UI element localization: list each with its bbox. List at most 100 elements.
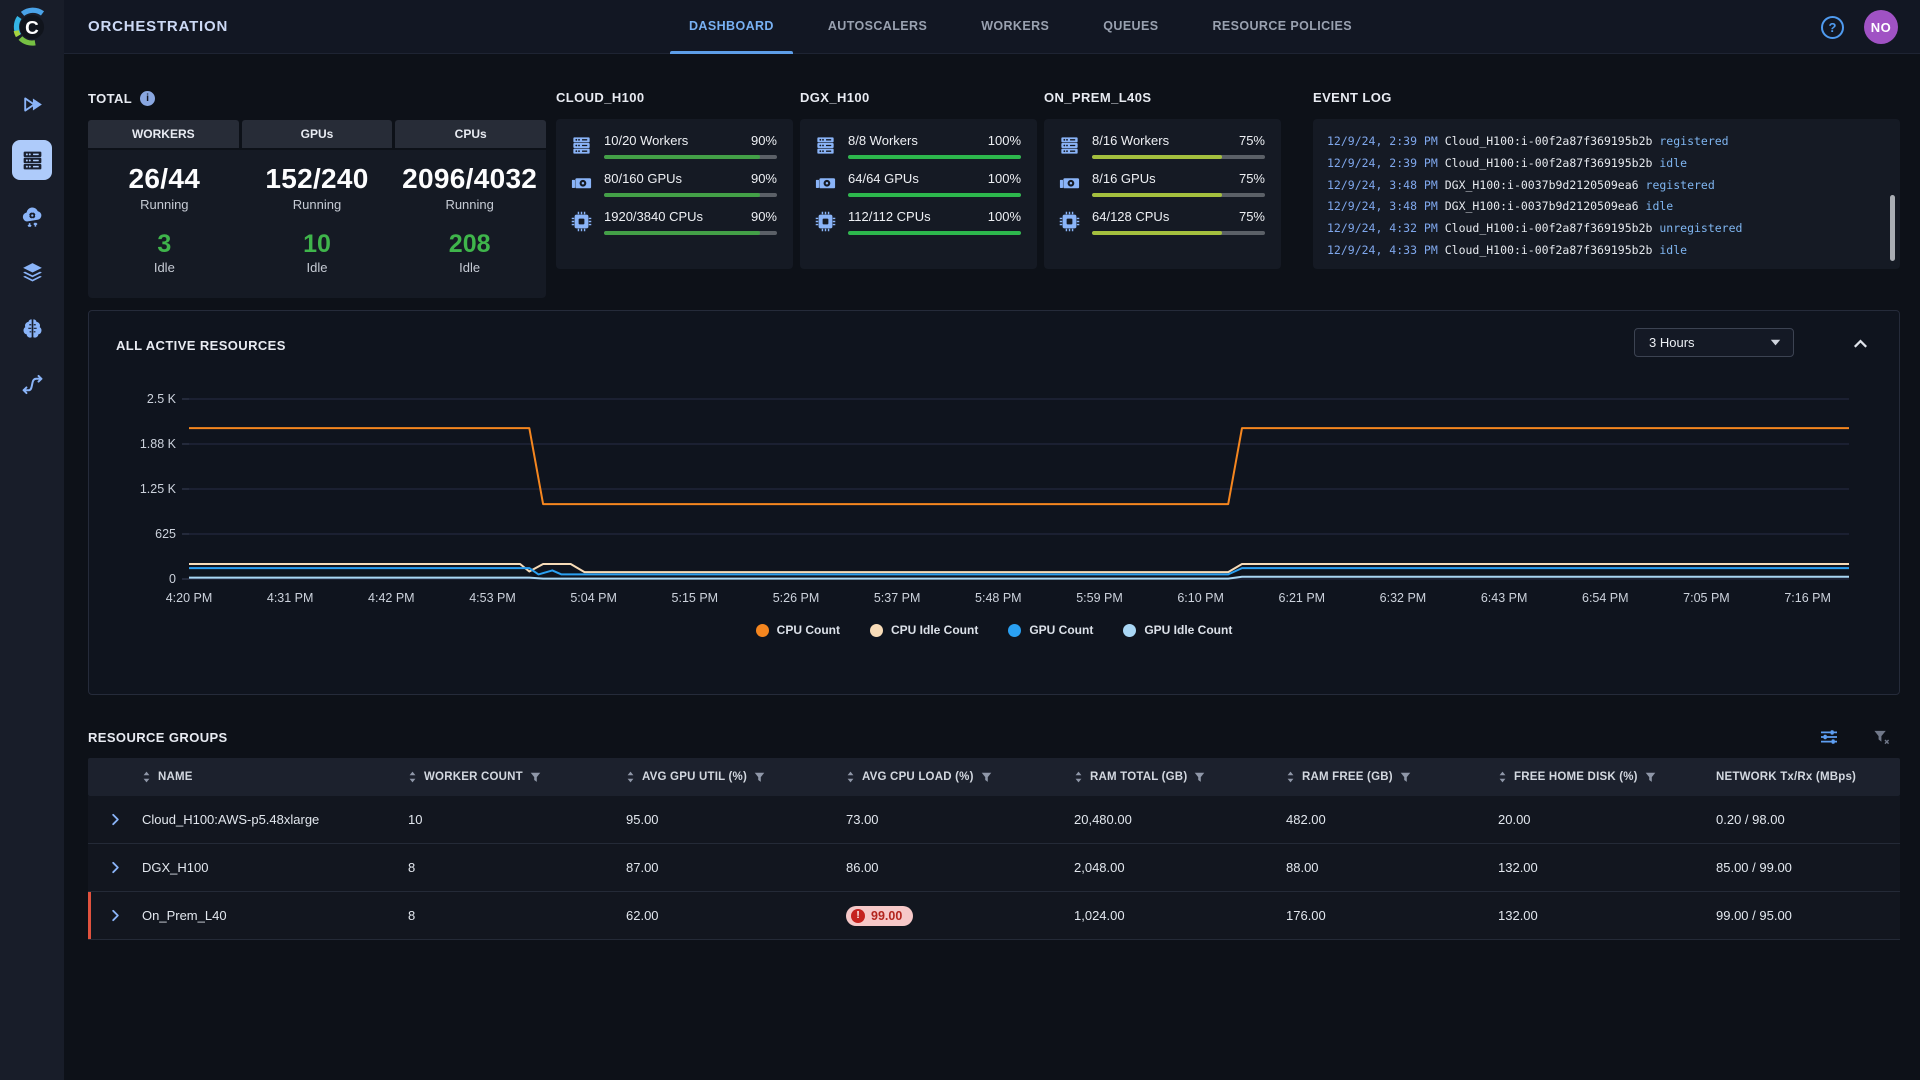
cell-ram-total: 2,048.00 bbox=[1074, 860, 1125, 875]
cell-name: DGX_H100 bbox=[142, 860, 209, 875]
column-header-free-home-disk[interactable]: FREE HOME DISK (%) bbox=[1488, 771, 1706, 783]
brain-icon bbox=[20, 316, 45, 341]
total-tab-cpus[interactable]: CPUs bbox=[395, 120, 546, 148]
x-axis-label: 5:37 PM bbox=[874, 591, 921, 605]
column-header-name[interactable]: NAME bbox=[132, 771, 398, 783]
sidebar-item-server-rack[interactable] bbox=[12, 140, 52, 180]
cell-avg-cpu-load: 86.00 bbox=[846, 860, 879, 875]
log-status: registered bbox=[1659, 134, 1729, 148]
tab-workers[interactable]: WORKERS bbox=[981, 19, 1050, 33]
cpu-icon bbox=[814, 210, 837, 233]
expand-row-button[interactable] bbox=[88, 908, 132, 923]
usage-progress-bar bbox=[1092, 231, 1265, 235]
legend-label: GPU Idle Count bbox=[1144, 623, 1233, 637]
server-rack-icon bbox=[814, 134, 837, 157]
usage-progress-bar bbox=[604, 193, 777, 197]
column-header-avg-cpu-load[interactable]: AVG CPU LOAD (%) bbox=[836, 771, 1064, 783]
sidebar-item-layers[interactable] bbox=[12, 252, 52, 292]
server-rack-icon bbox=[1058, 134, 1081, 157]
legend-item-cpu-count[interactable]: CPU Count bbox=[755, 623, 840, 637]
cell-ram-free: 176.00 bbox=[1286, 908, 1326, 923]
x-axis-label: 4:20 PM bbox=[166, 591, 213, 605]
total-tab-workers[interactable]: WORKERS bbox=[88, 120, 239, 148]
sort-icon bbox=[143, 771, 150, 783]
tab-resource-policies[interactable]: RESOURCE POLICIES bbox=[1212, 19, 1352, 33]
column-header-ram-total-gb[interactable]: RAM TOTAL (GB) bbox=[1064, 771, 1276, 783]
column-label: FREE HOME DISK (%) bbox=[1514, 771, 1638, 783]
usage-label: 64/128 CPUs bbox=[1092, 209, 1170, 224]
legend-item-gpu-idle-count[interactable]: GPU Idle Count bbox=[1123, 623, 1232, 637]
avatar[interactable]: NO bbox=[1864, 10, 1898, 44]
log-timestamp: 12/9/24, 3:48 PM bbox=[1327, 177, 1438, 192]
cell-ram-free: 88.00 bbox=[1286, 860, 1319, 875]
column-header-ram-free-gb[interactable]: RAM FREE (GB) bbox=[1276, 771, 1488, 783]
tab-autoscalers[interactable]: AUTOSCALERS bbox=[827, 19, 928, 33]
usage-progress-bar bbox=[1092, 155, 1265, 159]
filter-icon bbox=[530, 772, 541, 782]
time-range-select[interactable]: 3 Hours bbox=[1634, 328, 1794, 357]
legend-label: CPU Idle Count bbox=[891, 623, 979, 637]
cell-ram-free: 482.00 bbox=[1286, 812, 1326, 827]
event-log-entry: 12/9/24, 4:32 PM Cloud_H100:i-00f2a87f36… bbox=[1327, 218, 1884, 240]
event-log-title: EVENT LOG bbox=[1313, 90, 1392, 105]
cluster-card: 10/20 Workers 90% 80/160 GPUs 90% 1920/3840 … bbox=[556, 119, 793, 269]
cell-avg-gpu-util: 95.00 bbox=[626, 812, 659, 827]
resource-usage-row: 112/112 CPUs 100% bbox=[814, 209, 1021, 235]
app-logo[interactable]: C bbox=[0, 0, 64, 54]
x-axis-label: 5:59 PM bbox=[1076, 591, 1123, 605]
tab-dashboard[interactable]: DASHBOARD bbox=[662, 0, 801, 54]
active-resources-panel: ALL ACTIVE RESOURCES 3 Hours 2.5 K 1.88 K… bbox=[88, 310, 1900, 695]
series-gpu-count bbox=[189, 567, 1849, 576]
chevron-right-icon bbox=[111, 909, 119, 922]
column-header-network-tx-rx-mbps[interactable]: NETWORK Tx/Rx (MBps) bbox=[1706, 771, 1900, 783]
usage-progress-bar bbox=[848, 231, 1021, 235]
column-settings-icon[interactable] bbox=[1819, 727, 1839, 747]
running-count: 26/44 bbox=[128, 163, 201, 194]
collapse-panel-button[interactable] bbox=[1849, 332, 1871, 354]
cluster-card: 8/8 Workers 100% 64/64 GPUs 100% 112/112 CPU… bbox=[800, 119, 1037, 269]
x-axis-label: 6:21 PM bbox=[1279, 591, 1326, 605]
column-header-worker-count[interactable]: WORKER COUNT bbox=[398, 771, 616, 783]
event-log-entry: 12/9/24, 2:39 PM Cloud_H100:i-00f2a87f36… bbox=[1327, 153, 1884, 175]
log-timestamp: 12/9/24, 4:32 PM bbox=[1327, 221, 1438, 236]
cloud-autoscale-icon bbox=[20, 204, 45, 229]
expand-row-button[interactable] bbox=[88, 812, 132, 827]
x-axis-label: 6:10 PM bbox=[1177, 591, 1224, 605]
usage-label: 10/20 Workers bbox=[604, 133, 689, 148]
total-column-cpus: 2096/4032 Running 208 Idle bbox=[393, 163, 546, 298]
tab-queues[interactable]: QUEUES bbox=[1103, 19, 1159, 33]
help-icon[interactable]: ? bbox=[1821, 15, 1844, 39]
sidebar-item-fast-forward[interactable] bbox=[12, 84, 52, 124]
chart-legend: CPU Count CPU Idle Count GPU Count GPU Idle… bbox=[89, 623, 1899, 637]
legend-item-gpu-count[interactable]: GPU Count bbox=[1008, 623, 1093, 637]
sidebar-item-cloud-autoscale[interactable] bbox=[12, 196, 52, 236]
event-log-scrollbar[interactable] bbox=[1890, 195, 1895, 261]
x-axis-label: 5:26 PM bbox=[773, 591, 820, 605]
sidebar-item-pipeline[interactable] bbox=[12, 364, 52, 404]
legend-color-dot bbox=[870, 623, 883, 637]
fast-forward-icon bbox=[20, 92, 45, 117]
cell-avg-gpu-util: 87.00 bbox=[626, 860, 659, 875]
x-axis-label: 6:43 PM bbox=[1481, 591, 1528, 605]
total-tab-gpus[interactable]: GPUs bbox=[241, 120, 393, 148]
total-column-workers: 26/44 Running 3 Idle bbox=[88, 163, 241, 298]
total-title: TOTAL bbox=[88, 90, 133, 106]
x-axis-label: 7:16 PM bbox=[1784, 591, 1831, 605]
cell-avg-cpu-load: ! 99.00 bbox=[836, 905, 1064, 926]
clear-filters-icon[interactable] bbox=[1873, 729, 1890, 746]
resource-usage-row: 10/20 Workers 90% bbox=[570, 133, 777, 159]
legend-item-cpu-idle-count[interactable]: CPU Idle Count bbox=[870, 623, 978, 637]
sidebar-item-brain[interactable] bbox=[12, 308, 52, 348]
log-timestamp: 12/9/24, 4:33 PM bbox=[1327, 242, 1438, 257]
series-cpu-idle-count bbox=[189, 563, 1849, 574]
info-icon[interactable]: i bbox=[140, 90, 156, 106]
cluster-title: CLOUD_H100 bbox=[556, 90, 645, 105]
column-header-avg-gpu-util[interactable]: AVG GPU UTIL (%) bbox=[616, 771, 836, 783]
usage-percent: 75% bbox=[1238, 171, 1265, 186]
usage-percent: 100% bbox=[987, 171, 1021, 186]
chevron-right-icon bbox=[111, 861, 119, 874]
expand-row-button[interactable] bbox=[88, 860, 132, 875]
running-label: Running bbox=[140, 197, 189, 212]
pipeline-icon bbox=[20, 372, 45, 397]
usage-percent: 90% bbox=[750, 171, 777, 186]
